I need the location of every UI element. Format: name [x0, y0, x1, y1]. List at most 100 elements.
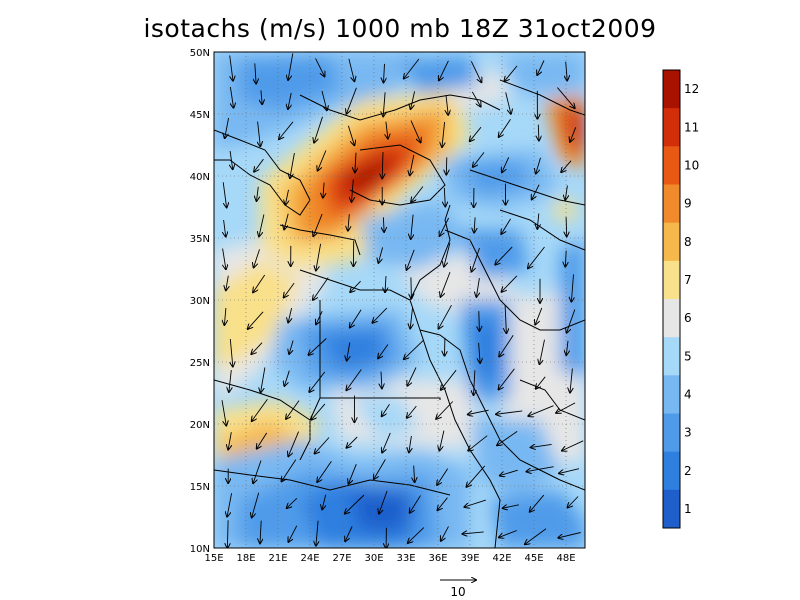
colorbar-swatch [663, 70, 680, 109]
lon-label: 33E [396, 553, 415, 564]
wind-vector [409, 435, 412, 452]
lat-label: 45N [190, 110, 210, 121]
wind-vector [321, 90, 327, 110]
wind-vector [383, 92, 385, 116]
wind-vector [502, 157, 510, 172]
lon-label: 24E [300, 553, 319, 564]
wind-vector [570, 368, 572, 393]
wind-vector [411, 277, 412, 298]
wind-vector [446, 157, 447, 174]
wind-vector [313, 213, 323, 236]
wind-vector [444, 242, 451, 267]
wind-vector [382, 152, 383, 178]
wind-vector [254, 158, 264, 172]
wind-vector [439, 60, 449, 81]
colorbar-swatch [663, 337, 680, 376]
wind-vector [350, 309, 362, 328]
wind-vector [500, 469, 518, 475]
wind-vector [346, 369, 362, 391]
wind-vector [313, 277, 329, 300]
wind-vector [441, 369, 457, 390]
wind-vector [223, 248, 226, 270]
wind-vector [470, 126, 482, 141]
wind-vector [438, 497, 448, 511]
wind-vector [261, 90, 262, 104]
wind-vector [441, 271, 451, 297]
wind-vector [288, 92, 291, 109]
wind-vector [284, 282, 295, 297]
wind-vector [471, 91, 480, 107]
colorbar-swatch [663, 413, 680, 453]
wind-vector [495, 246, 513, 265]
wind-vector [383, 217, 384, 232]
wind-vector [352, 179, 354, 202]
lon-label: 48E [556, 553, 575, 564]
wind-vector [284, 213, 289, 230]
wind-vector [260, 520, 261, 544]
wind-vector [557, 87, 574, 109]
wind-vector [479, 342, 481, 363]
lat-label: 15N [190, 482, 210, 493]
colorbar-label: 2 [684, 464, 692, 478]
wind-vector [230, 151, 233, 169]
wind-vector [227, 493, 233, 516]
wind-vector [530, 494, 545, 512]
wind-vector [317, 460, 332, 482]
wind-vector [540, 339, 545, 364]
colorbar-swatch [663, 299, 680, 338]
wind-vector [531, 444, 552, 447]
wind-vector [468, 409, 489, 414]
wind-vector [504, 65, 518, 81]
wind-vector [505, 305, 506, 333]
colorbar-label: 12 [684, 82, 699, 96]
wind-vector [348, 214, 349, 231]
colorbar-swatch [663, 489, 680, 529]
wind-vector [410, 154, 415, 175]
wind-vector [535, 307, 543, 325]
lat-label: 20N [190, 420, 210, 431]
wind-vector [437, 468, 449, 485]
latitude-labels: 50N 45N 40N 35N 30N 25N 20N 15N 10N [190, 48, 210, 555]
colorbar-label: 7 [684, 273, 692, 287]
wind-vector [536, 376, 546, 389]
wind-vector [528, 246, 545, 268]
wind-vector [567, 309, 576, 333]
wind-vector [537, 213, 539, 229]
wind-vector [442, 121, 445, 147]
wind-vector [316, 520, 318, 546]
wind-vector [439, 430, 445, 451]
wind-vector [384, 63, 385, 83]
wind-vector [322, 494, 326, 510]
wind-vector [382, 404, 390, 416]
wind-vector [314, 116, 323, 143]
lon-label: 36E [428, 553, 447, 564]
lon-label: 45E [524, 553, 543, 564]
colorbar-swatch [663, 184, 680, 224]
wind-vector [503, 505, 519, 508]
graticule [214, 52, 585, 548]
wind-vector [255, 63, 256, 83]
colorbar-swatch [663, 451, 680, 491]
wind-vector [316, 243, 322, 271]
wind-vector [566, 217, 567, 236]
wind-vector [571, 274, 573, 301]
colorbar-swatch [663, 146, 680, 185]
wind-vector [570, 127, 577, 142]
wind-vector [439, 304, 452, 329]
wind-vector [286, 400, 300, 419]
wind-vector [499, 530, 517, 538]
wind-vector [467, 465, 486, 487]
wind-vector [559, 468, 580, 474]
lat-label: 25N [190, 358, 210, 369]
wind-vector [323, 182, 324, 198]
wind-vector [227, 520, 228, 548]
wind-vector [288, 525, 298, 542]
wind-vector [468, 435, 488, 451]
wind-vector [225, 117, 230, 138]
wind-vector [528, 405, 554, 416]
wind-vector [252, 398, 268, 421]
wind-vector [411, 186, 424, 202]
colorbar-label: 9 [684, 197, 692, 211]
wind-vector [288, 431, 300, 457]
